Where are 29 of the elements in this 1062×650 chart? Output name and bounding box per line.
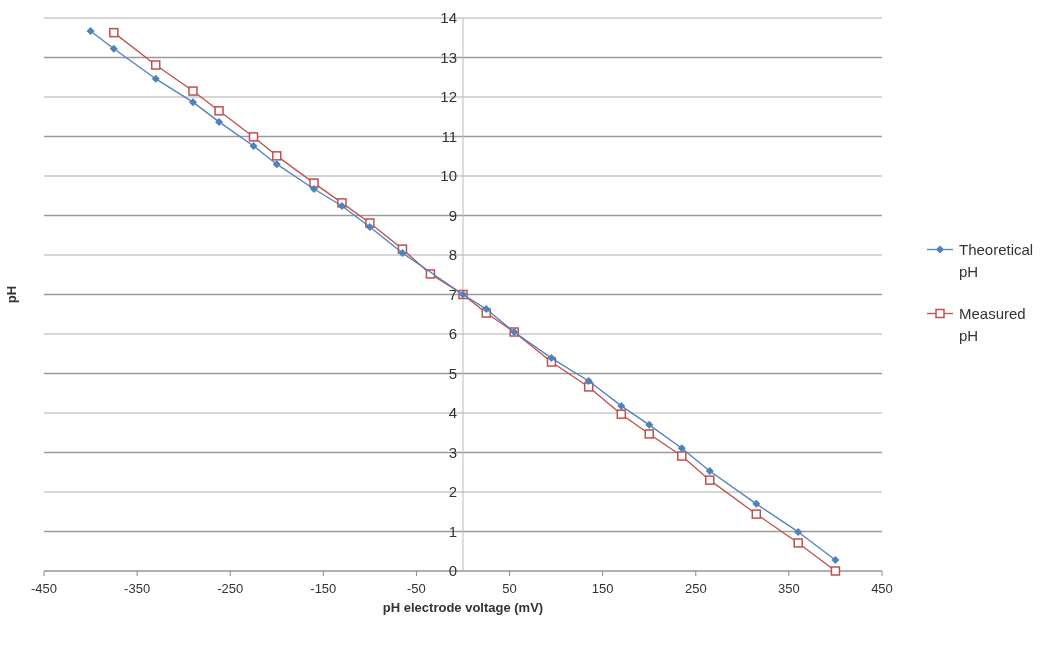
- y-tick-label: 1: [448, 522, 457, 540]
- y-tick-label: 6: [448, 325, 457, 342]
- y-axis-title: pH: [4, 285, 19, 304]
- y-tick-label: 12: [440, 88, 457, 105]
- legend-label: Measured pH: [959, 304, 1026, 344]
- x-axis-title: pH electrode voltage (mV): [382, 600, 544, 615]
- x-tick-label: 250: [684, 581, 707, 596]
- x-tick-label: 150: [591, 581, 614, 596]
- x-tick-label: -50: [407, 581, 426, 596]
- x-tick-label: -150: [310, 581, 337, 596]
- y-tick-label: 13: [440, 48, 457, 66]
- y-tick-label: 7: [448, 285, 457, 303]
- y-tick-label: 0: [448, 562, 457, 579]
- x-tick-label: -250: [217, 581, 244, 596]
- x-tick-label: -450: [30, 581, 58, 596]
- legend-label: Theoretical pH: [959, 240, 1034, 280]
- y-tick-label: 11: [441, 127, 457, 145]
- x-tick-label: -350: [124, 581, 151, 596]
- y-tick-label: 2: [448, 483, 457, 500]
- y-tick-label: 4: [448, 404, 457, 421]
- y-tick-label: 14: [440, 9, 457, 26]
- y-tick-label: 5: [448, 364, 457, 382]
- x-tick-label: 50: [502, 581, 517, 596]
- x-tick-label: 350: [778, 581, 800, 596]
- y-tick-label: 3: [448, 443, 457, 461]
- y-tick-label: 10: [440, 167, 457, 184]
- x-tick-label: 450: [871, 581, 893, 596]
- y-tick-label: 9: [448, 206, 457, 224]
- y-tick-label: 8: [448, 246, 457, 263]
